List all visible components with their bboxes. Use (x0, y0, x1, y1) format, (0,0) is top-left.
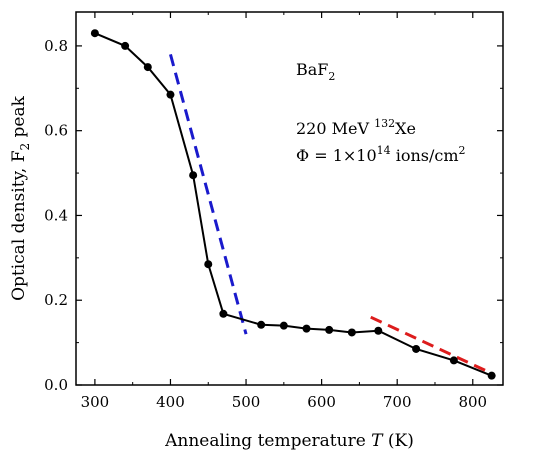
y-tick-label: 0.6 (44, 122, 68, 140)
data-point (347, 328, 356, 337)
data-point (449, 356, 458, 365)
y-tick-label: 0.2 (44, 291, 68, 309)
x-axis-label: Annealing temperature T (K) (164, 431, 414, 451)
annotation-fluence: Φ = 1×1014 ions/cm2 (296, 144, 466, 165)
data-point (204, 260, 213, 269)
data-point (302, 324, 311, 333)
data-point (257, 320, 266, 329)
x-tick-label: 700 (383, 393, 412, 411)
y-tick-label: 0.8 (44, 37, 68, 55)
data-point (189, 171, 198, 180)
data-point (374, 326, 383, 335)
data-point (325, 325, 334, 334)
x-tick-label: 400 (156, 393, 185, 411)
x-tick-label: 500 (232, 393, 261, 411)
plot-area: 300 400 500 600 700 800 0.0 0.2 0.4 0.6 0.8 (44, 11, 504, 411)
fit-lines (169, 53, 495, 376)
x-axis-ticks: 300 400 500 600 700 800 (81, 12, 487, 411)
data-point (487, 371, 496, 380)
data-point (166, 90, 175, 99)
y-tick-label: 0.4 (44, 206, 68, 224)
x-tick-label: 300 (81, 393, 110, 411)
y-tick-label: 0.0 (44, 376, 68, 394)
series-line (94, 32, 493, 377)
fit-line-1 (169, 53, 248, 335)
data-point (219, 309, 228, 318)
data-point (121, 41, 130, 50)
annotation-material: BaF2 (296, 60, 335, 83)
data-point (143, 63, 152, 72)
plot-frame (75, 11, 504, 386)
y-axis-label: Optical density, F2 peak (9, 95, 32, 301)
data-point (279, 321, 288, 330)
fit-line-2 (370, 315, 495, 376)
data-point (412, 344, 421, 353)
y-axis-ticks: 0.0 0.2 0.4 0.6 0.8 (44, 37, 503, 394)
data-point (90, 29, 99, 38)
data-series (90, 29, 496, 380)
x-tick-label: 600 (307, 393, 336, 411)
x-tick-label: 800 (458, 393, 487, 411)
annotation-beam: 220 MeV 132Xe (296, 117, 416, 138)
